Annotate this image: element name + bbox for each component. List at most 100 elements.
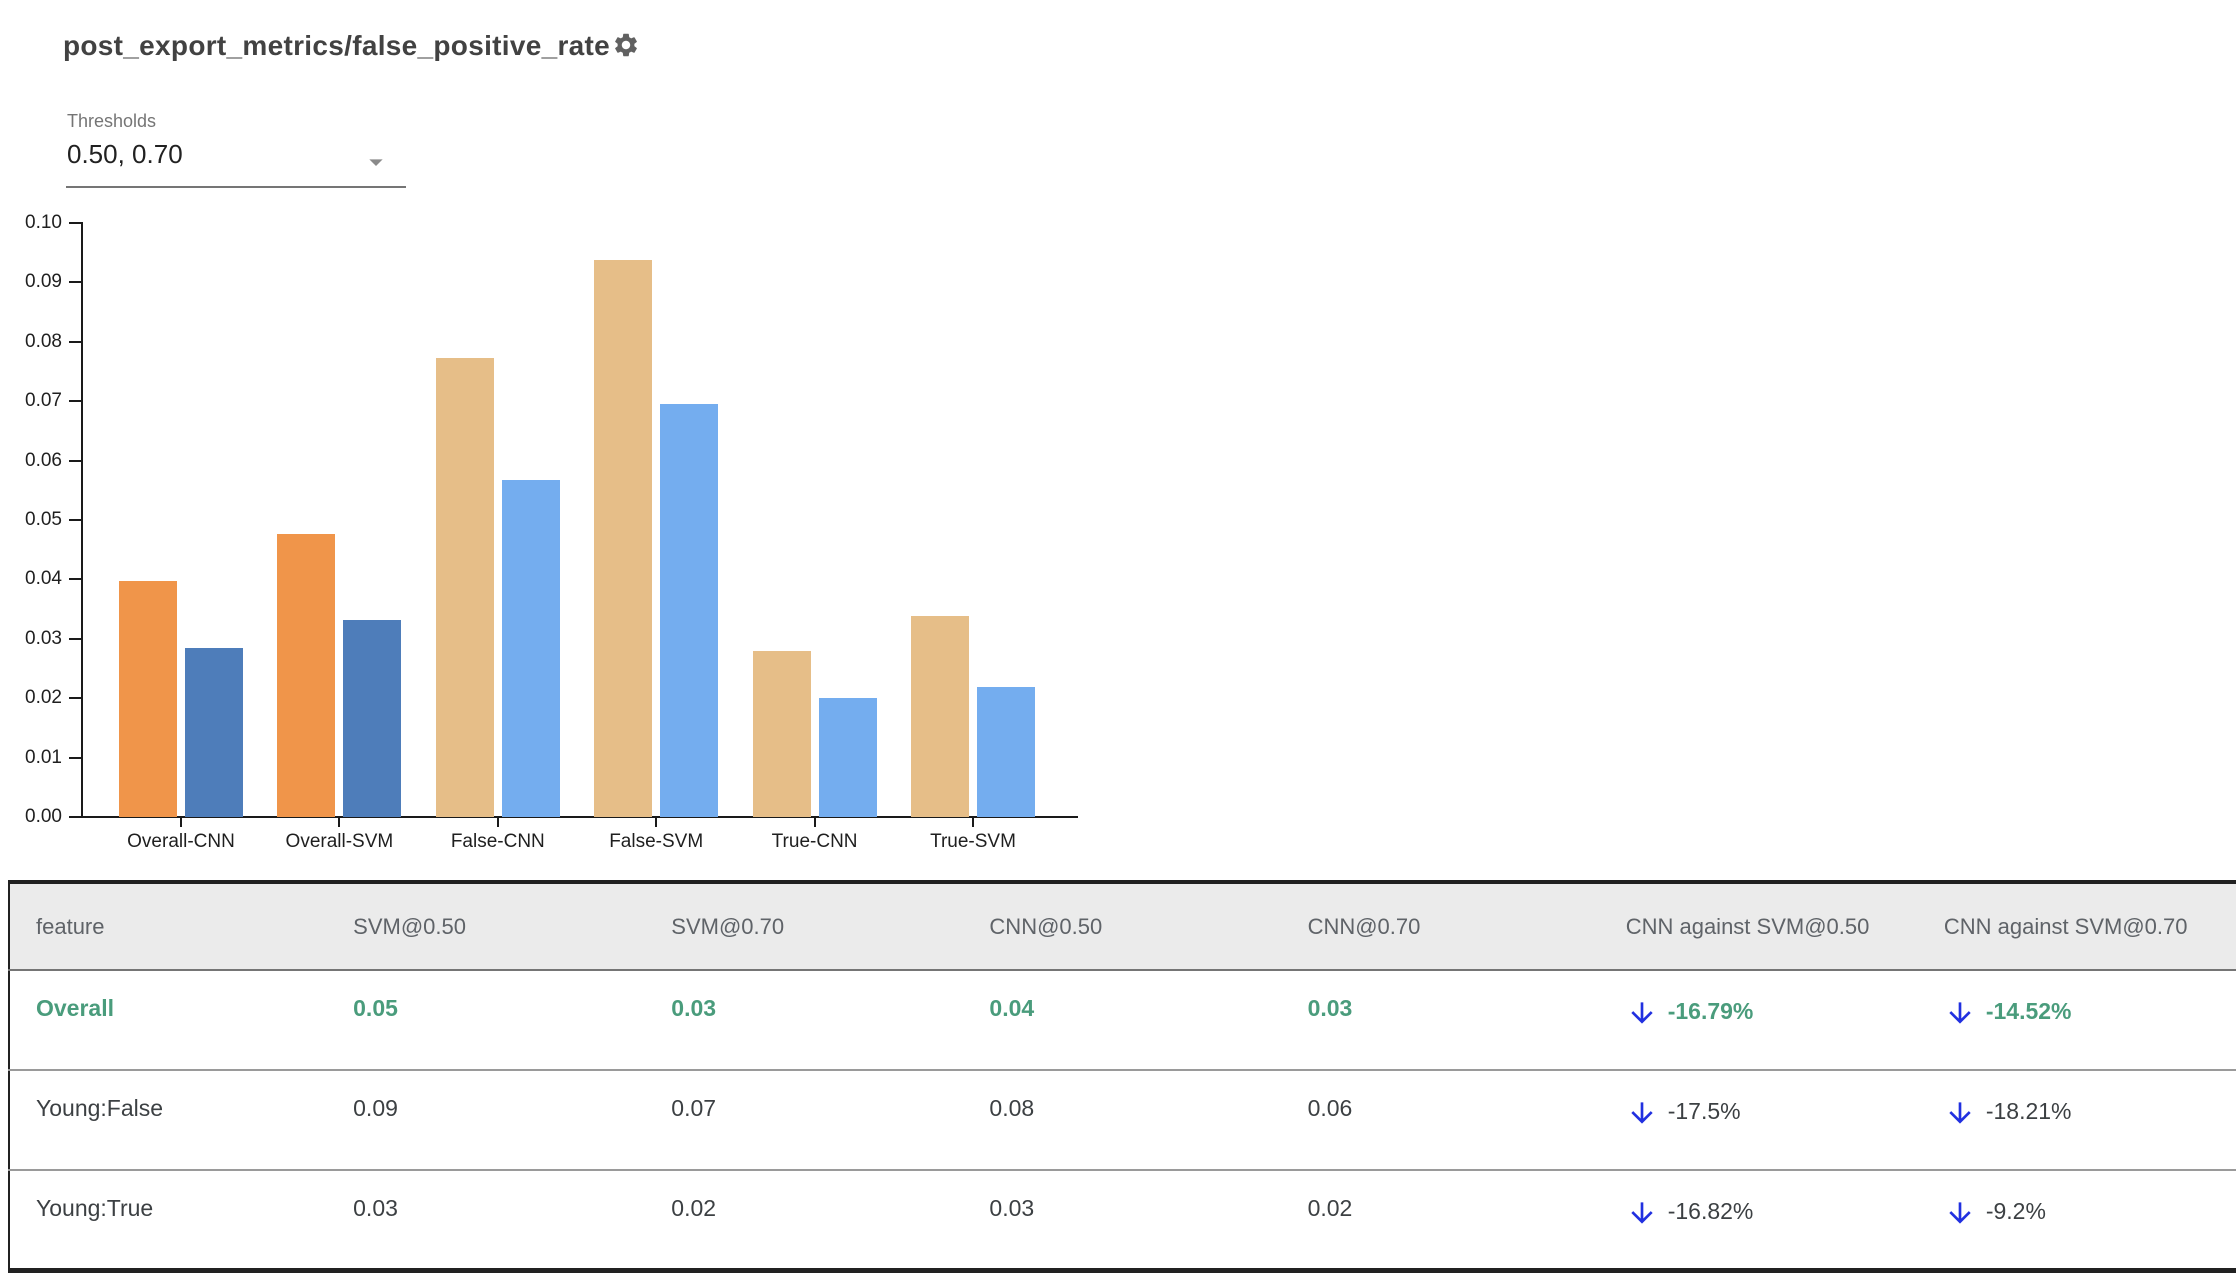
y-axis-label: 0.05	[25, 509, 62, 530]
bar-Overall-SVM-threshold0.50[interactable]	[277, 534, 336, 817]
x-axis-tick	[180, 818, 182, 827]
delta-value: -14.52%	[1985, 997, 2072, 1024]
bar-Overall-SVM-threshold0.70[interactable]	[343, 620, 402, 817]
bar-True-SVM-threshold0.50[interactable]	[911, 616, 969, 817]
delta-indicator: -17.5%	[1626, 1095, 1908, 1127]
y-axis-tick	[69, 459, 82, 462]
delta-indicator: -9.2%	[1944, 1195, 2226, 1227]
bar-False-CNN-threshold0.70[interactable]	[501, 480, 560, 817]
table-row-young-true: Young:True 0.03 0.02 0.03 0.02 -16.82% -9.2%	[9, 1169, 2236, 1270]
arrow-down-icon	[1949, 1202, 1971, 1224]
delta-indicator: -14.52%	[1944, 995, 2226, 1027]
bar-True-SVM-threshold0.70[interactable]	[977, 687, 1035, 817]
y-axis-tick	[69, 816, 82, 818]
delta-cell-0: -16.79%	[1600, 970, 1918, 1070]
y-axis-label: 0.02	[25, 687, 62, 709]
delta-value: -9.2%	[1985, 1197, 2046, 1224]
bar-True-CNN-threshold0.70[interactable]	[818, 698, 877, 817]
x-axis-label: False-CNN	[450, 831, 545, 852]
x-axis-tick	[496, 818, 499, 827]
delta-value: -18.21%	[1985, 1097, 2072, 1124]
dropdown-caret-icon	[369, 159, 383, 166]
delta-cell-0: -16.82%	[1599, 1169, 1918, 1270]
x-axis-tick	[655, 818, 658, 827]
thresholds-value: 0.50, 0.70	[67, 139, 183, 169]
column-header-2: SVM@0.70	[645, 882, 964, 971]
bar-Overall-CNN-threshold0.50[interactable]	[119, 581, 177, 817]
delta-value: -17.5%	[1667, 1097, 1741, 1124]
value-cell-svm-0-70: 0.02	[645, 1169, 964, 1270]
settings-gear-icon[interactable]	[612, 31, 640, 59]
value-cell-svm-0-70: 0.07	[645, 1069, 964, 1170]
y-axis-tick	[69, 340, 82, 343]
x-axis-label: True-CNN	[771, 831, 858, 852]
y-axis-tick	[69, 400, 82, 403]
bar-False-CNN-threshold0.50[interactable]	[435, 358, 494, 817]
y-axis-label: 0.03	[25, 627, 62, 649]
x-axis-tick	[338, 818, 341, 827]
y-axis-label: 0.07	[25, 390, 62, 412]
y-axis-line	[81, 222, 83, 818]
bar-True-CNN-threshold0.50[interactable]	[752, 651, 811, 817]
value-cell-cnn-0-70: 0.03	[1307, 995, 1353, 1021]
y-axis-tick	[69, 637, 82, 640]
bar-Overall-CNN-threshold0.70[interactable]	[185, 648, 243, 817]
y-axis-tick	[69, 697, 82, 700]
column-header-5: CNN against SVM@0.50	[1599, 882, 1918, 971]
value-cell-cnn-0-50: 0.04	[989, 995, 1035, 1021]
column-header-1: SVM@0.50	[327, 882, 646, 971]
value-cell-svm-0-50: 0.03	[327, 1169, 646, 1270]
delta-cell-1: -14.52%	[1918, 970, 2236, 1070]
delta-indicator: -18.21%	[1944, 1095, 2226, 1127]
y-axis-tick	[69, 756, 82, 759]
table-header-row: feature SVM@0.50 SVM@0.70 CNN@0.50 CNN@0.70 C…	[9, 882, 2236, 971]
y-axis-label: 0.09	[25, 271, 62, 293]
delta-cell-1: -9.2%	[1917, 1169, 2236, 1270]
thresholds-label: Thresholds	[67, 111, 157, 131]
column-header-0: feature	[9, 882, 328, 971]
value-cell-svm-0-70: 0.03	[671, 995, 717, 1021]
x-axis-tick	[813, 818, 816, 827]
y-axis-tick	[69, 519, 82, 521]
delta-cell-1: -18.21%	[1917, 1069, 2236, 1170]
y-axis-tick	[69, 578, 82, 581]
dropdown-underline	[66, 186, 406, 188]
table-row-overall: Overall 0.05 0.03 0.04 0.03 -16.79% -14.52%	[9, 970, 2236, 1070]
metric-title: post_export_metrics/false_positive_rate	[63, 30, 611, 61]
column-header-3: CNN@0.50	[963, 882, 1282, 971]
metrics-table: feature SVM@0.50 SVM@0.70 CNN@0.50 CNN@0.70 C…	[8, 880, 2236, 1273]
y-axis-tick	[69, 222, 82, 224]
value-cell-cnn-0-70: 0.06	[1281, 1069, 1600, 1170]
bar-False-SVM-threshold0.70[interactable]	[660, 404, 719, 817]
column-header-6: CNN against SVM@0.70	[1917, 882, 2236, 971]
x-axis-label: Overall-CNN	[127, 831, 235, 852]
y-axis-label: 0.04	[25, 568, 62, 590]
arrow-down-icon	[1631, 1202, 1653, 1224]
y-axis-label: 0.01	[25, 746, 62, 768]
y-axis-tick	[69, 281, 82, 284]
arrow-down-icon	[1631, 1002, 1653, 1024]
delta-indicator: -16.79%	[1626, 995, 1908, 1027]
x-axis-label: False-SVM	[609, 831, 704, 852]
value-cell-cnn-0-50: 0.08	[963, 1069, 1282, 1170]
arrow-down-icon	[1949, 1002, 1971, 1024]
arrow-down-icon	[1949, 1102, 1971, 1124]
delta-value: -16.82%	[1667, 1197, 1754, 1224]
value-cell-svm-0-50: 0.05	[353, 995, 398, 1021]
bar-False-SVM-threshold0.50[interactable]	[594, 260, 653, 817]
value-cell-cnn-0-50: 0.03	[963, 1169, 1282, 1270]
x-axis-line	[81, 816, 1078, 818]
delta-indicator: -16.82%	[1626, 1195, 1908, 1227]
table-row-young-false: Young:False 0.09 0.07 0.08 0.06 -17.5% -18.21%	[9, 1069, 2236, 1170]
value-cell-svm-0-50: 0.09	[327, 1069, 646, 1170]
x-axis-tick	[972, 818, 974, 827]
column-header-4: CNN@0.70	[1281, 882, 1600, 971]
y-axis-label: 0.00	[25, 806, 62, 827]
feature-cell: Young:True	[9, 1169, 328, 1270]
value-cell-cnn-0-70: 0.02	[1281, 1169, 1600, 1270]
delta-value: -16.79%	[1667, 997, 1754, 1024]
y-axis-label: 0.10	[25, 212, 62, 233]
x-axis-label: Overall-SVM	[285, 831, 394, 852]
